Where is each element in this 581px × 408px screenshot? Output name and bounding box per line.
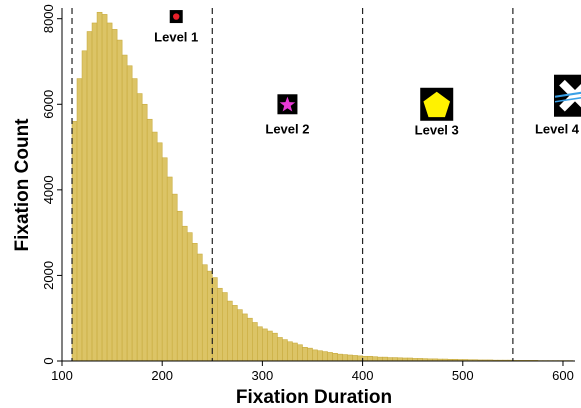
histogram-bar — [171, 193, 178, 362]
x-axis-title: Fixation Duration — [236, 387, 392, 408]
y-tick-label: 4000 — [41, 175, 56, 204]
histogram-bar — [71, 121, 78, 362]
x-tick-label: 300 — [252, 368, 274, 383]
histogram-bar — [337, 353, 343, 362]
histogram-bar — [302, 347, 308, 362]
y-tick-label: 2000 — [41, 261, 56, 290]
histogram-bar — [176, 210, 183, 362]
histogram-bar — [297, 344, 303, 362]
x-tick-label: 400 — [352, 368, 374, 383]
histogram-bar — [217, 287, 223, 362]
histogram-bar — [121, 54, 128, 362]
histogram-bar — [86, 31, 93, 362]
yellow-pentagon-icon — [420, 87, 454, 121]
histogram-bar — [272, 332, 278, 362]
histogram-bar — [181, 225, 188, 362]
histogram-bar — [242, 313, 248, 362]
histogram-bar — [347, 354, 353, 362]
y-ticks: 0 2000 4000 6000 8000 — [41, 4, 62, 365]
histogram-bar — [357, 355, 363, 362]
level-boundary-lines — [71, 8, 514, 361]
histogram-bar — [106, 22, 113, 362]
histogram-bar — [126, 65, 133, 362]
histogram-bar — [382, 356, 388, 362]
y-axis-title: Fixation Count — [12, 118, 33, 252]
level-marker-3: Level 3 — [415, 87, 459, 137]
histogram-bar — [372, 356, 378, 362]
histogram-bar — [151, 131, 158, 362]
histogram-bar — [81, 50, 88, 362]
magenta-star-icon — [277, 94, 298, 115]
histogram-bar — [191, 243, 198, 362]
histogram-bar — [166, 176, 173, 362]
histogram-bar — [282, 339, 288, 362]
axes — [61, 8, 575, 362]
histogram-bar — [277, 337, 283, 362]
histogram-bar — [332, 352, 338, 362]
histogram-bar — [232, 305, 238, 362]
histogram-bar — [287, 341, 293, 362]
histogram-bar — [392, 357, 398, 362]
histogram-bar — [141, 103, 148, 362]
level-label: Level 4 — [535, 122, 580, 137]
histogram-bar — [111, 29, 118, 362]
x-tick-label: 100 — [51, 368, 73, 383]
histogram-bar — [76, 78, 83, 362]
histogram-bar — [252, 322, 258, 362]
histogram-bar — [201, 264, 208, 362]
histogram-bar — [352, 355, 358, 362]
histogram-bar — [312, 349, 318, 362]
histogram-bar — [267, 330, 273, 362]
histogram-bar — [116, 39, 123, 362]
histogram-bar — [377, 356, 383, 362]
white-x-icon — [554, 74, 581, 117]
x-tick-label: 500 — [452, 368, 474, 383]
level-label: Level 1 — [154, 30, 198, 45]
level-label: Level 2 — [265, 121, 309, 136]
level-marker-4: Level 4 — [535, 74, 581, 137]
histogram-bar — [367, 355, 373, 362]
histogram-bar — [387, 357, 393, 362]
level-markers: Level 1 Level 2 Level 3 Level 4 — [154, 10, 581, 137]
histogram-bar — [322, 351, 328, 362]
histogram-bar — [131, 78, 138, 362]
histogram-bar — [161, 157, 168, 362]
histogram-bar — [327, 352, 333, 362]
x-tick-label: 200 — [151, 368, 173, 383]
histogram-bar — [206, 270, 213, 362]
level-marker-1: Level 1 — [154, 10, 198, 45]
histogram-bar — [91, 22, 98, 362]
histogram-bar — [317, 350, 323, 362]
x-ticks: 100 200 300 400 500 600 — [51, 361, 574, 383]
histogram-bar — [262, 328, 268, 362]
x-tick-label: 600 — [552, 368, 574, 383]
histogram-bar — [342, 354, 348, 362]
red-dot-icon — [169, 10, 183, 24]
histogram-bar — [307, 347, 313, 362]
y-tick-label: 0 — [41, 357, 56, 364]
histogram-bar — [222, 292, 228, 362]
histogram-bar — [96, 11, 103, 362]
histogram-bar — [101, 14, 108, 362]
y-tick-label: 6000 — [41, 90, 56, 119]
histogram-bar — [292, 342, 298, 362]
histogram-bar — [136, 93, 143, 362]
histogram-bar — [156, 142, 163, 362]
histogram-bar — [227, 300, 233, 362]
histogram-bar — [211, 277, 218, 362]
histogram-bar — [196, 253, 203, 362]
y-tick-label: 8000 — [41, 4, 56, 33]
level-label: Level 3 — [415, 122, 459, 137]
histogram-bar — [247, 317, 253, 362]
level-marker-2: Level 2 — [265, 94, 309, 136]
histogram-bar — [146, 118, 153, 362]
histogram-bar — [257, 326, 263, 362]
histogram-bar — [237, 309, 243, 362]
histogram-bar — [186, 232, 193, 362]
histogram-bars — [71, 11, 574, 362]
histogram-bar — [362, 355, 368, 362]
